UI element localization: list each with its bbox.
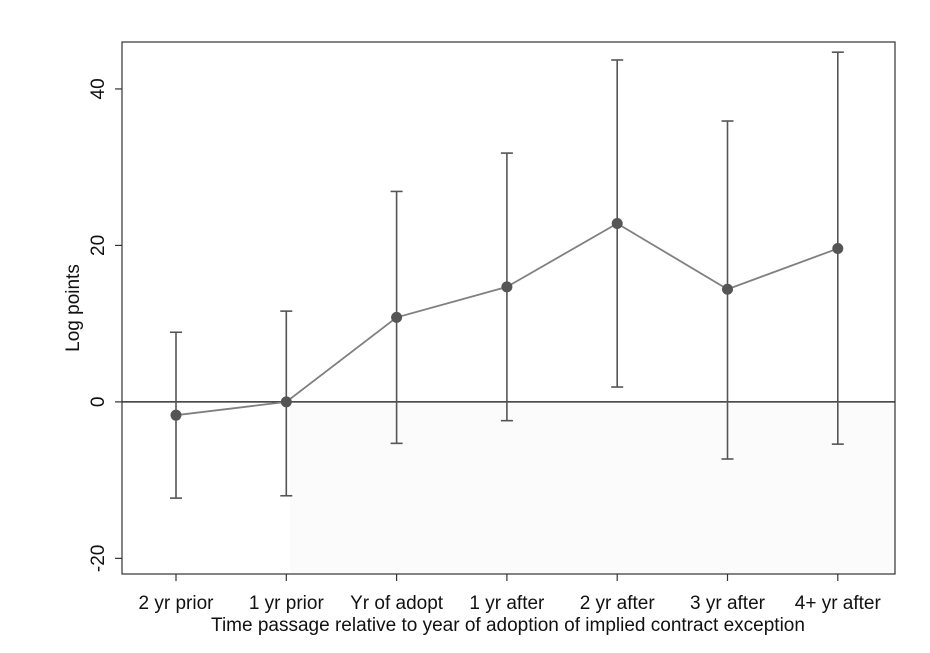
y-axis-title: Log points: [63, 264, 84, 352]
x-tick-label: Yr of adopt: [350, 593, 444, 614]
data-point: [391, 311, 403, 323]
x-tick-label: 2 yr after: [580, 593, 656, 614]
data-point: [611, 218, 623, 230]
x-tick-label: 1 yr after: [469, 593, 545, 614]
x-tick-label: 2 yr prior: [139, 593, 215, 614]
y-tick-label: -20: [88, 545, 109, 572]
data-point: [832, 243, 844, 255]
chart-marks: -20 0 20 40 2 yr prior 1 yr prior Yr of adopt 1…: [88, 51, 895, 614]
x-tick-label: 4+ yr after: [795, 593, 882, 614]
plot-frame: [121, 41, 896, 575]
data-point: [280, 396, 292, 408]
x-tick-label: 3 yr after: [690, 593, 766, 614]
x-axis-title: Time passage relative to year of adoptio…: [211, 615, 805, 636]
y-tick-label: 0: [88, 397, 109, 408]
y-tick-label: 20: [88, 235, 109, 256]
data-point: [170, 409, 182, 421]
lower-shade: [290, 404, 895, 574]
x-tick-label: 1 yr prior: [249, 593, 325, 614]
data-point: [501, 281, 513, 293]
data-point: [722, 283, 733, 295]
y-tick-label: 40: [88, 78, 109, 99]
